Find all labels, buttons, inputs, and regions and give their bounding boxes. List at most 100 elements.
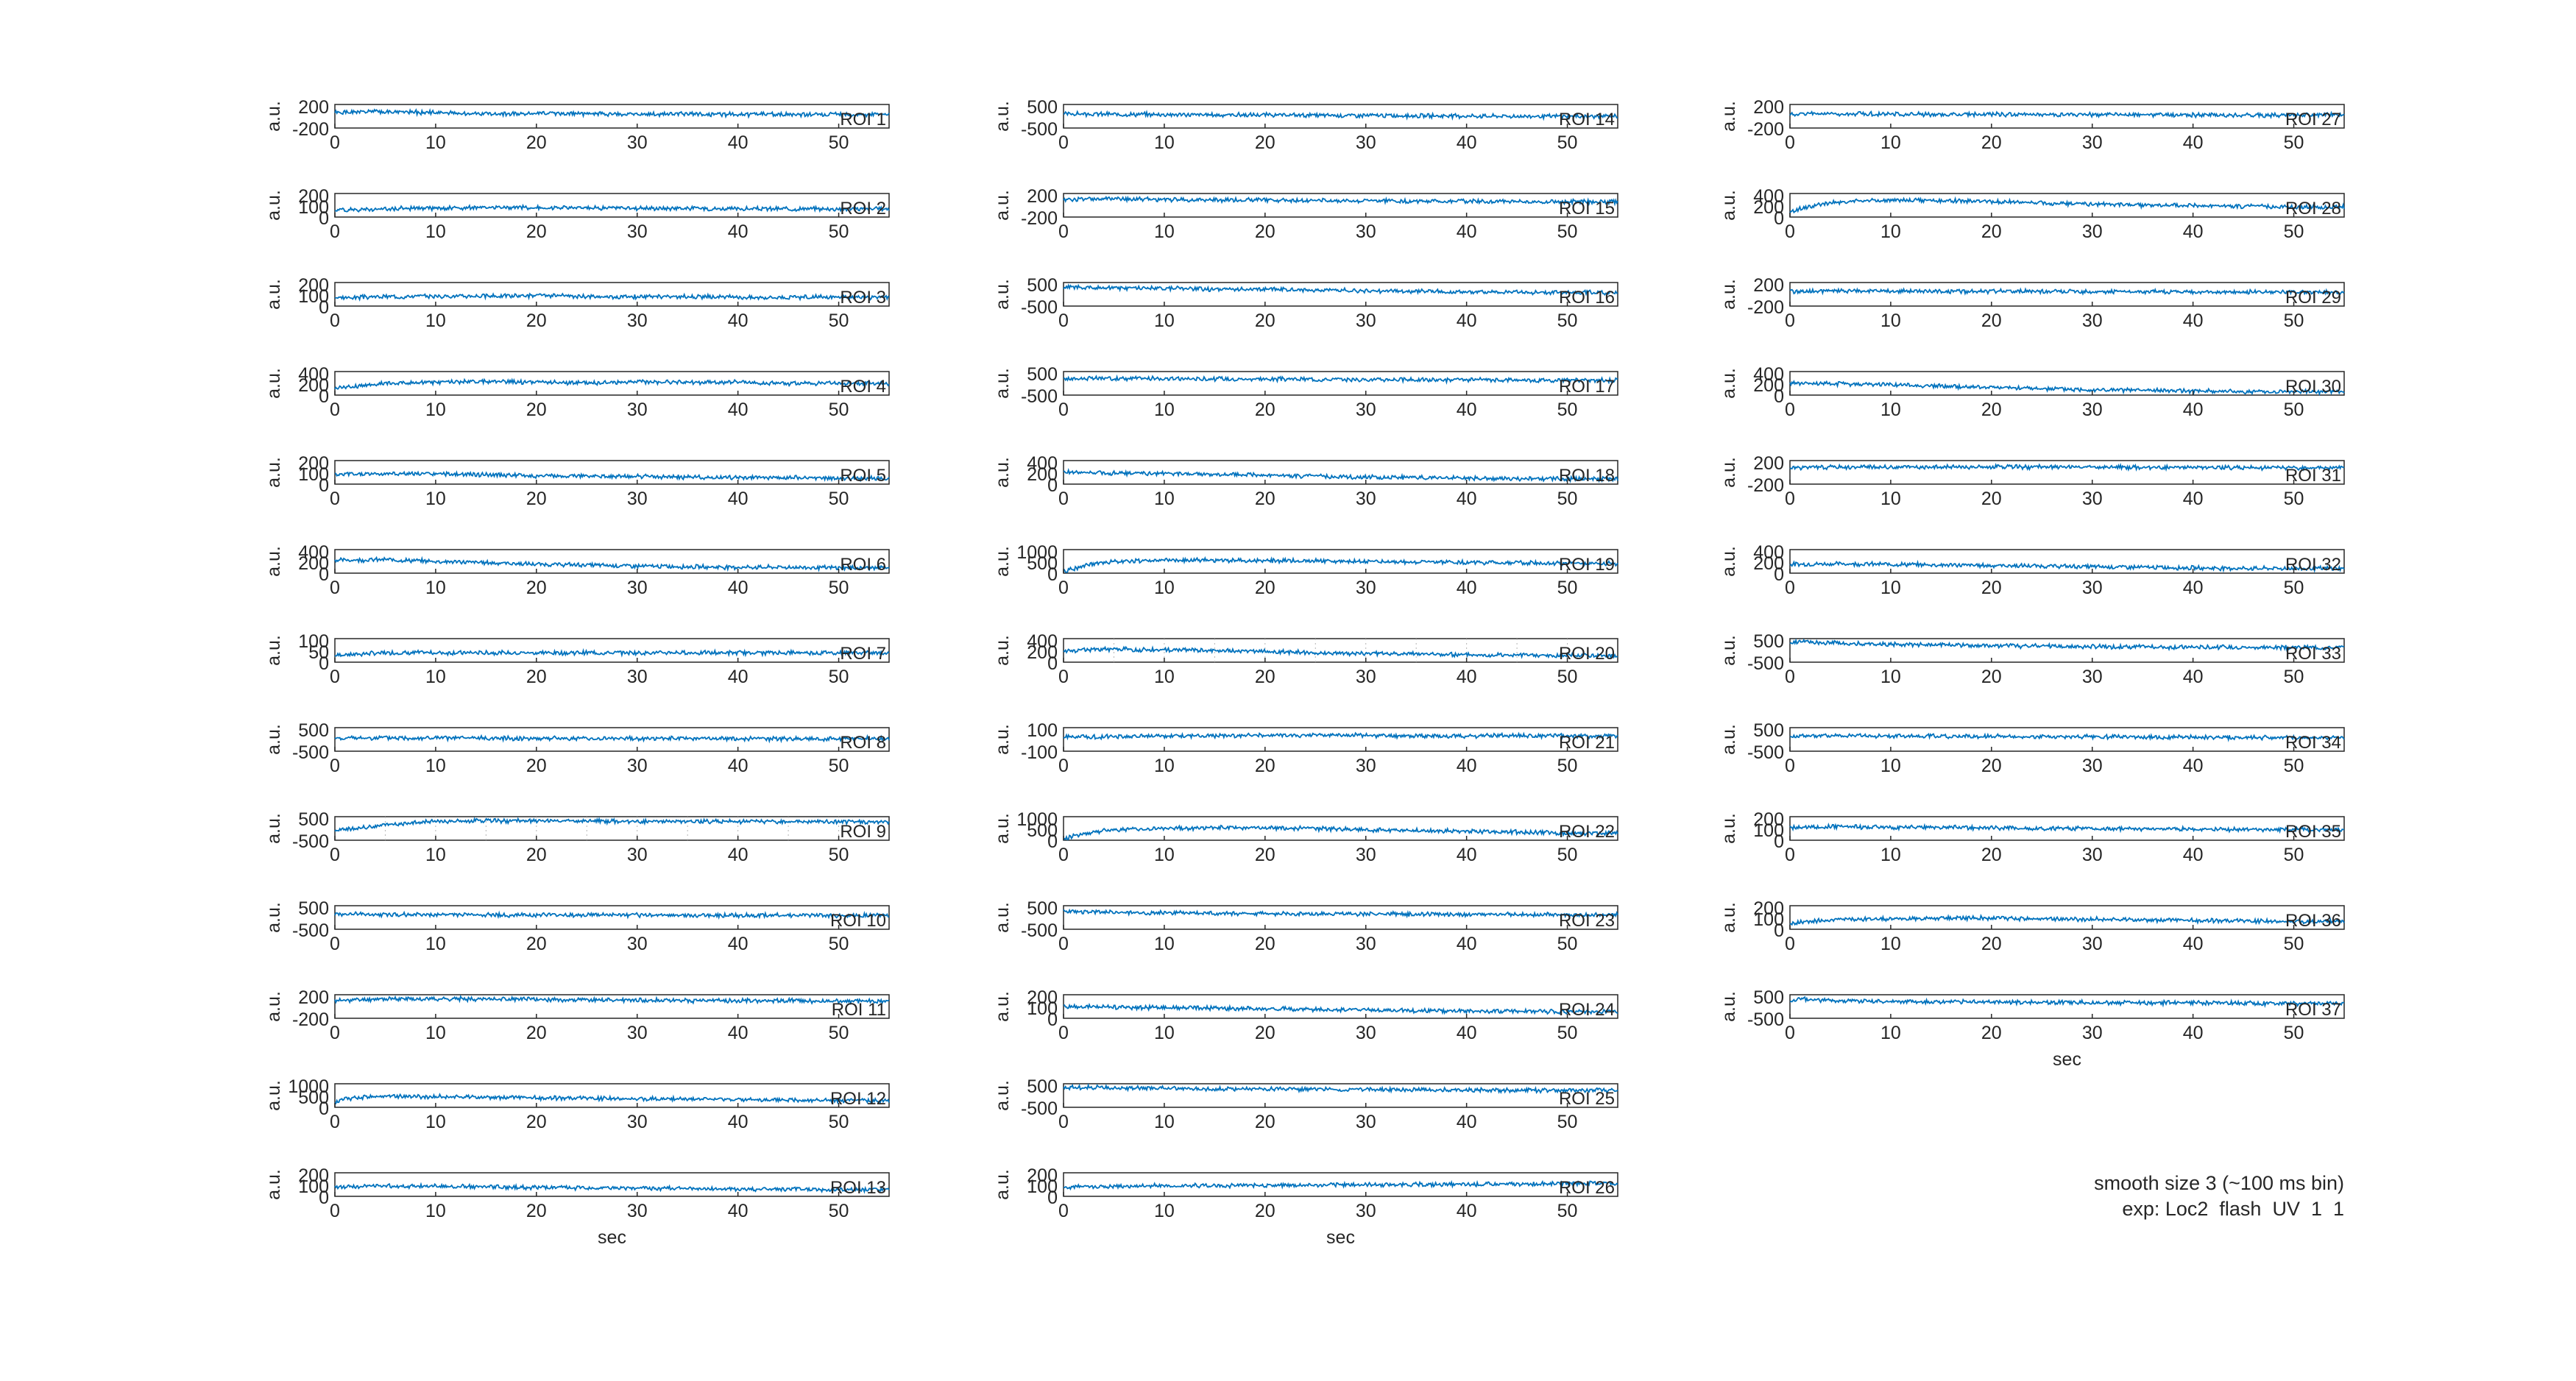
roi-label: ROI 37 (2285, 1000, 2341, 1020)
y-tick-label: -200 (1747, 297, 1784, 318)
x-tick-label: 10 (1154, 756, 1175, 776)
x-tick-label: 0 (1785, 934, 1795, 954)
x-tick-label: 50 (1557, 667, 1578, 687)
roi-label: ROI 23 (1559, 911, 1615, 931)
x-tick-label: 30 (627, 310, 648, 331)
x-tick-label: 20 (526, 1201, 547, 1221)
x-tick-label: 40 (1457, 934, 1477, 954)
roi-label: ROI 34 (2285, 733, 2341, 753)
x-tick-label: 30 (1356, 756, 1376, 776)
x-tick-label: 0 (1058, 1201, 1069, 1221)
y-tick-label: 1000 (1016, 542, 1058, 563)
x-tick-label: 30 (2082, 1023, 2103, 1043)
x-tick-label: 30 (2082, 132, 2103, 153)
roi-label: ROI 4 (840, 377, 886, 397)
roi-label: ROI 26 (1559, 1178, 1615, 1198)
y-tick-label: 100 (1753, 909, 1784, 930)
roi-label: ROI 14 (1559, 110, 1615, 129)
smooth-size-note: smooth size 3 (~100 ms bin) (2094, 1172, 2344, 1194)
series-line (1063, 1083, 1618, 1094)
y-axis-label: a.u. (1719, 101, 1739, 132)
axes-box (1789, 371, 2345, 396)
x-tick-label: 10 (1154, 1023, 1175, 1043)
y-axis-label: a.u. (263, 724, 284, 755)
x-tick-label: 20 (1981, 756, 2002, 776)
x-tick-label: 30 (627, 578, 648, 598)
series-line (334, 555, 890, 572)
x-tick-label: 50 (829, 578, 849, 598)
x-tick-label: 30 (1356, 132, 1376, 153)
series-line (1063, 374, 1618, 385)
x-tick-label: 30 (1356, 845, 1376, 865)
x-tick-label: 50 (1557, 1201, 1578, 1221)
x-tick-label: 30 (627, 667, 648, 687)
x-tick-label: 30 (627, 221, 648, 242)
x-tick-label: 20 (1255, 667, 1275, 687)
x-tick-label: 10 (425, 221, 446, 242)
x-tick-label: 40 (728, 1023, 749, 1043)
y-axis-label: a.u. (992, 279, 1013, 310)
roi-label: ROI 35 (2285, 822, 2341, 842)
x-tick-label: 30 (1356, 489, 1376, 509)
x-tick-label: 20 (1255, 1112, 1275, 1132)
y-tick-label: -200 (292, 1009, 329, 1030)
roi-label: ROI 27 (2285, 110, 2341, 129)
x-tick-label: 20 (526, 132, 547, 153)
x-tick-label: 10 (1154, 667, 1175, 687)
x-tick-label: 40 (2183, 667, 2204, 687)
x-tick-label: 30 (1356, 1023, 1376, 1043)
x-tick-label: 40 (728, 1201, 749, 1221)
y-tick-label: 500 (1753, 631, 1784, 652)
y-axis-label: a.u. (1719, 991, 1739, 1022)
y-tick-label: 200 (298, 987, 329, 1008)
roi-label: ROI 30 (2285, 377, 2341, 397)
series-line (1063, 645, 1618, 660)
y-tick-label: 400 (1753, 542, 1784, 563)
x-tick-label: 40 (728, 578, 749, 598)
y-tick-label: -500 (1021, 386, 1058, 407)
roi-label: ROI 10 (830, 911, 886, 931)
x-tick-label: 50 (829, 400, 849, 420)
roi-label: ROI 5 (840, 466, 886, 486)
x-tick-label: 30 (627, 1023, 648, 1043)
y-tick-label: 0 (1774, 920, 1784, 941)
series-line (334, 470, 890, 483)
x-tick-label: 50 (1557, 489, 1578, 509)
y-axis-label: a.u. (263, 902, 284, 933)
y-tick-label: 0 (1774, 564, 1784, 585)
subplot-roi-25: 0 10 20 30 40 50 500-500 a.u. ROI 25 (992, 1076, 1618, 1132)
y-tick-label: -500 (292, 920, 329, 941)
series-line (1063, 195, 1618, 207)
x-tick-label: 50 (829, 310, 849, 331)
y-tick-label: 200 (1027, 464, 1058, 485)
x-tick-label: 10 (1880, 310, 1901, 331)
x-tick-label: 30 (2082, 310, 2103, 331)
x-tick-label: 30 (627, 489, 648, 509)
y-tick-label: 500 (1027, 275, 1058, 296)
x-tick-label: 10 (425, 1201, 446, 1221)
x-tick-label: 50 (2284, 756, 2304, 776)
roi-label: ROI 22 (1559, 822, 1615, 842)
y-tick-label: -500 (1747, 653, 1784, 674)
x-tick-label: 20 (1981, 400, 2002, 420)
x-tick-label: 20 (526, 667, 547, 687)
x-tick-label: 0 (330, 1112, 340, 1132)
series-line (1064, 1179, 1618, 1191)
x-tick-label: 30 (1356, 578, 1376, 598)
y-tick-label: 0 (319, 297, 329, 318)
y-axis-label: a.u. (992, 457, 1013, 488)
subplot-roi-23: 0 10 20 30 40 50 500-500 a.u. ROI 23 (992, 898, 1618, 954)
subplot-roi-11: 0 10 20 30 40 50 200-200 a.u. ROI 11 (263, 987, 890, 1043)
x-tick-label: 40 (728, 310, 749, 331)
x-tick-label: 20 (1255, 1023, 1275, 1043)
x-tick-label: 30 (2082, 667, 2103, 687)
y-tick-label: 200 (1753, 275, 1784, 296)
x-tick-label: 40 (2183, 489, 2204, 509)
axes-box (1789, 460, 2345, 485)
x-tick-label: 20 (526, 845, 547, 865)
series-line (1789, 638, 2345, 652)
